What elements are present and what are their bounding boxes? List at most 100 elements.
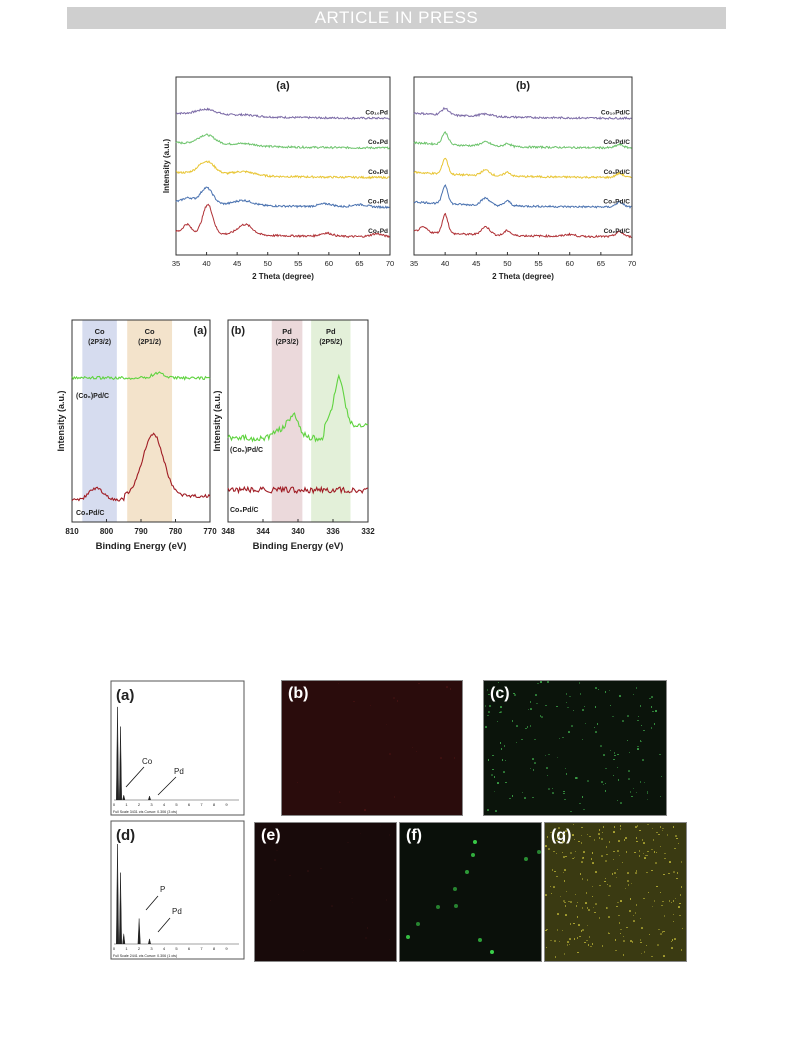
map-dot [562, 871, 565, 873]
map-dot [627, 715, 629, 717]
map-dot [563, 953, 566, 955]
article-in-press-banner: ARTICLE IN PRESS [67, 7, 726, 29]
map-dot [657, 944, 659, 946]
map-dot [648, 933, 651, 936]
map-dot [347, 841, 349, 844]
map-dot [532, 769, 535, 771]
map-dot [415, 750, 418, 753]
map-dot [680, 861, 683, 863]
map-dot [562, 736, 564, 739]
map-dot [652, 839, 655, 841]
map-dot [626, 739, 629, 742]
map-dot [489, 705, 491, 707]
tick-label: 0 [113, 802, 116, 807]
map-dot [559, 895, 562, 898]
map-dot [629, 898, 632, 900]
tick-label: 35 [172, 259, 180, 268]
map-dot [298, 693, 300, 695]
map-dot [651, 869, 653, 872]
spectrum-peak [122, 933, 126, 945]
map-dot [564, 869, 566, 871]
map-dot [618, 854, 621, 857]
map-dot [581, 738, 584, 740]
map-dot [440, 757, 442, 759]
map-dot [594, 706, 597, 708]
map-dot [630, 940, 632, 942]
map-dot [601, 945, 603, 947]
map-dot [581, 826, 583, 829]
edx-spectrum-d: 0 1 2 3 4 5 6 7 8 9 (d) Full Scale 2441 cts Cursor:… [110, 820, 245, 960]
tick-label: 6 [188, 802, 191, 807]
map-dot [557, 913, 559, 915]
map-dot [672, 826, 674, 828]
map-dot [643, 897, 645, 899]
map-dot [677, 842, 680, 844]
map-dot [619, 828, 622, 830]
map-dot [393, 697, 395, 699]
map-dot [568, 900, 570, 903]
map-dot [611, 873, 614, 875]
map-dot [565, 693, 568, 695]
map-dot [553, 850, 555, 853]
tick-label: 70 [628, 259, 636, 268]
band-label: Pd [326, 327, 336, 336]
map-dot [586, 833, 589, 836]
map-dot [575, 905, 578, 907]
tick-label: 7 [200, 946, 203, 951]
map-dot [622, 954, 625, 956]
map-dot [497, 782, 499, 784]
map-dot [546, 836, 549, 838]
xrd-series-line [413, 184, 632, 209]
map-dot [583, 851, 585, 853]
map-dot [632, 787, 635, 790]
map-dot [619, 695, 621, 697]
map-dot [595, 903, 597, 905]
map-dot [625, 851, 628, 853]
map-dot [674, 938, 676, 940]
map-dot [565, 830, 567, 832]
map-dot [621, 861, 624, 864]
peak-annotation: Pd [174, 767, 184, 776]
map-dot [555, 852, 558, 855]
map-dot [631, 795, 633, 797]
map-dot [385, 723, 387, 726]
map-dot [307, 870, 309, 872]
series-label: Co₈Pd/C [603, 139, 630, 146]
map-dot [269, 899, 272, 902]
map-dot [454, 904, 459, 909]
map-dot [597, 688, 600, 691]
map-dot [585, 902, 587, 904]
peak-annotation: P [160, 885, 165, 894]
map-dot [485, 726, 487, 728]
annotation-arrow [145, 895, 159, 911]
map-dot [320, 867, 322, 869]
map-dot [651, 696, 653, 698]
map-dot [593, 839, 596, 841]
map-dot [576, 777, 578, 779]
map-dot [563, 880, 566, 882]
panel-label: (a) [116, 687, 134, 704]
tick-label: 1 [125, 802, 128, 807]
map-dot [635, 872, 637, 874]
panel-label: (a) [276, 80, 290, 92]
map-dot [521, 791, 524, 794]
series-label: Co₁₀Pd [365, 110, 388, 117]
map-dot [545, 946, 548, 949]
map-dot [588, 936, 591, 938]
map-dot [613, 758, 615, 760]
map-dot [612, 858, 615, 861]
map-dot [663, 955, 665, 957]
map-dot [605, 860, 607, 862]
map-dot [576, 916, 579, 918]
map-dot [612, 774, 615, 777]
map-dot [604, 880, 606, 883]
map-dot [534, 762, 536, 764]
map-dot [659, 753, 661, 756]
tick-label: 790 [134, 527, 148, 536]
map-dot [565, 773, 567, 775]
map-dot [574, 893, 577, 896]
map-dot [595, 687, 597, 689]
map-dot [546, 928, 548, 931]
map-dot [576, 937, 579, 939]
map-dot [615, 876, 617, 879]
